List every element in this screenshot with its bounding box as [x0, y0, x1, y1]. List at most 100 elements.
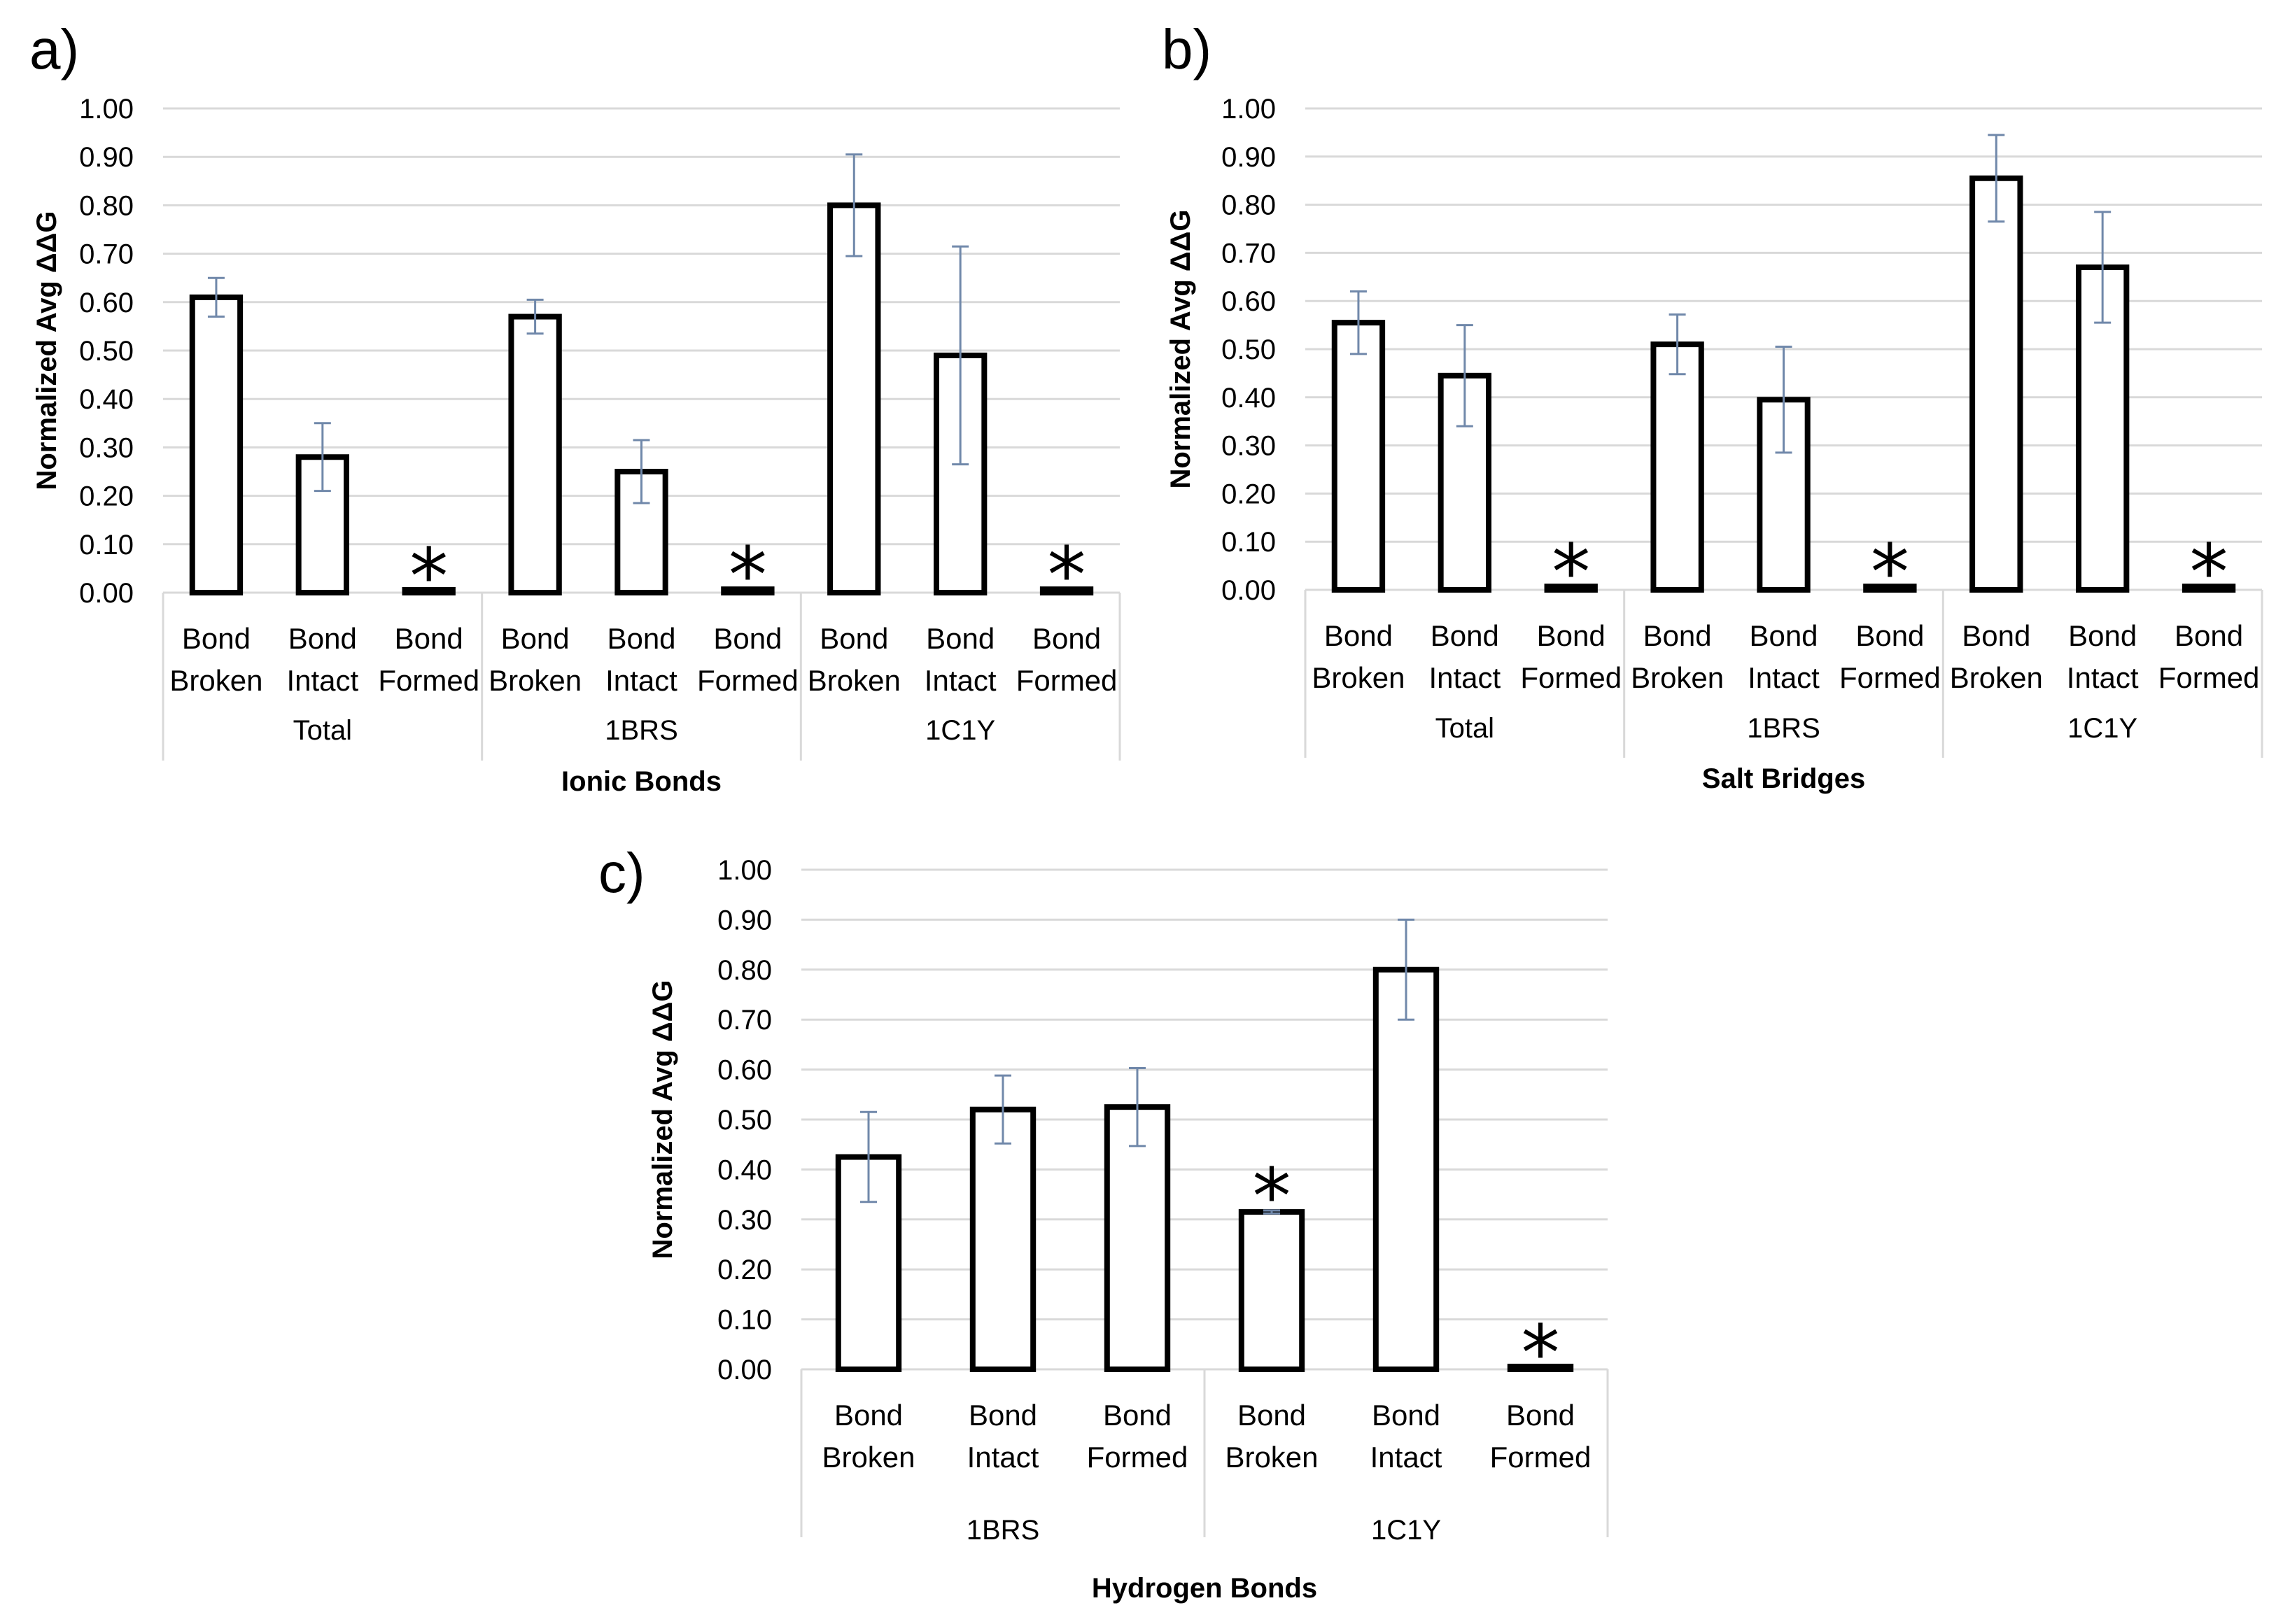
- y-tick-label: 0.50: [79, 336, 134, 367]
- x-category-label: Intact: [1748, 661, 1820, 694]
- y-axis-title: Normalized Avg ΔΔG: [1165, 209, 1196, 488]
- y-tick-label: 1.00: [79, 94, 134, 125]
- x-category-label: Bond: [182, 622, 251, 655]
- y-tick-label: 0.50: [1221, 334, 1276, 365]
- x-category-label: Broken: [1950, 661, 2043, 694]
- y-tick-label: 0.90: [1221, 142, 1276, 173]
- bar: [1969, 175, 2023, 593]
- x-category-label: Formed: [697, 664, 799, 697]
- y-tick-label: 0.80: [79, 190, 134, 221]
- panel-label: c): [598, 842, 645, 904]
- bar: [402, 587, 456, 595]
- x-axis-title: Hydrogen Bonds: [1092, 1573, 1317, 1604]
- x-group-label: Total: [1435, 713, 1495, 744]
- significance-asterisk: *: [1522, 1308, 1560, 1398]
- y-tick-label: 0.20: [79, 481, 134, 512]
- y-tick-label: 0.60: [79, 288, 134, 318]
- x-category-label: Bond: [501, 622, 570, 655]
- bar: [295, 454, 350, 595]
- y-tick-label: 0.30: [1221, 431, 1276, 462]
- x-category-label: Bond: [2068, 619, 2137, 652]
- y-tick-label: 0.20: [1221, 479, 1276, 509]
- significance-asterisk: *: [1253, 1152, 1291, 1241]
- y-tick-label: 0.70: [717, 1005, 772, 1036]
- x-axis-title: Salt Bridges: [1702, 763, 1865, 794]
- y-tick-label: 0.10: [717, 1305, 772, 1336]
- x-category-label: Intact: [605, 664, 677, 697]
- y-tick-label: 0.10: [1221, 527, 1276, 558]
- x-category-label: Bond: [1237, 1399, 1306, 1432]
- bar: [827, 202, 881, 595]
- significance-asterisk: *: [1871, 528, 1909, 617]
- y-tick-label: 0.40: [717, 1155, 772, 1185]
- y-tick-label: 0.60: [1221, 286, 1276, 317]
- y-tick-label: 0.90: [79, 142, 134, 173]
- bar: [189, 294, 244, 595]
- significance-asterisk: *: [409, 532, 448, 621]
- significance-asterisk: *: [1552, 528, 1590, 617]
- x-category-label: Broken: [1225, 1441, 1318, 1474]
- x-category-label: Bond: [395, 622, 463, 655]
- bar: [508, 313, 562, 595]
- y-tick-label: 1.00: [1221, 94, 1276, 125]
- x-group-label: Total: [293, 715, 353, 746]
- y-tick-label: 0.00: [1221, 575, 1276, 606]
- y-tick-label: 0.20: [717, 1255, 772, 1285]
- y-tick-label: 0.00: [79, 578, 134, 609]
- bar: [1039, 586, 1094, 596]
- x-axis-title: Ionic Bonds: [561, 766, 722, 797]
- bar: [1104, 1104, 1171, 1373]
- x-category-label: Bond: [1962, 619, 2030, 652]
- y-tick-label: 0.80: [717, 955, 772, 986]
- x-category-label: Bond: [1506, 1399, 1575, 1432]
- x-category-label: Bond: [1372, 1399, 1440, 1432]
- x-category-label: Bond: [288, 622, 357, 655]
- x-category-label: Bond: [1032, 622, 1101, 655]
- bar: [1863, 584, 1917, 593]
- bar: [1650, 341, 1704, 593]
- x-category-label: Bond: [1431, 619, 1499, 652]
- x-group-label: 1C1Y: [2067, 713, 2137, 744]
- bar: [1331, 320, 1386, 593]
- y-tick-label: 0.40: [1221, 383, 1276, 414]
- x-category-label: Bond: [1103, 1399, 1172, 1432]
- x-category-label: Intact: [2067, 661, 2139, 694]
- bar: [969, 1106, 1037, 1372]
- x-category-label: Broken: [169, 664, 262, 697]
- x-category-label: Bond: [1537, 619, 1606, 652]
- x-category-label: Broken: [1631, 661, 1724, 694]
- y-tick-label: 0.70: [1221, 238, 1276, 269]
- x-category-label: Formed: [1087, 1441, 1188, 1474]
- x-group-label: 1BRS: [967, 1515, 1040, 1546]
- x-group-label: 1BRS: [1747, 713, 1820, 744]
- y-axis-title: Normalized Avg ΔΔG: [31, 211, 62, 490]
- bar: [1544, 584, 1598, 593]
- y-tick-label: 0.80: [1221, 190, 1276, 221]
- x-category-label: Bond: [607, 622, 675, 655]
- bar: [2182, 584, 2236, 593]
- x-group-label: 1C1Y: [925, 715, 995, 746]
- x-category-label: Broken: [489, 664, 582, 697]
- y-tick-label: 0.70: [79, 239, 134, 270]
- significance-asterisk: *: [1048, 530, 1086, 620]
- x-category-label: Bond: [834, 1399, 903, 1432]
- y-tick-label: 0.90: [717, 905, 772, 935]
- x-category-label: Bond: [820, 622, 888, 655]
- x-category-label: Bond: [1855, 619, 1924, 652]
- x-category-label: Intact: [286, 664, 358, 697]
- chart-panel-1: a) 0.00 0.10 0.20 0.30 0.40 0.50 0.60 0.70 0.80 0.…: [29, 18, 1121, 797]
- panel-label: b): [1162, 18, 1211, 80]
- significance-asterisk: *: [729, 530, 767, 620]
- x-category-label: Formed: [1490, 1441, 1592, 1474]
- x-category-label: Intact: [925, 664, 997, 697]
- x-category-label: Bond: [1324, 619, 1393, 652]
- x-category-label: Broken: [808, 664, 901, 697]
- x-category-label: Formed: [378, 664, 479, 697]
- x-category-label: Broken: [822, 1441, 915, 1474]
- x-category-label: Intact: [967, 1441, 1039, 1474]
- y-tick-label: 0.30: [717, 1205, 772, 1236]
- x-category-label: Formed: [1520, 661, 1622, 694]
- y-tick-label: 0.50: [717, 1105, 772, 1136]
- x-category-label: Formed: [1016, 664, 1118, 697]
